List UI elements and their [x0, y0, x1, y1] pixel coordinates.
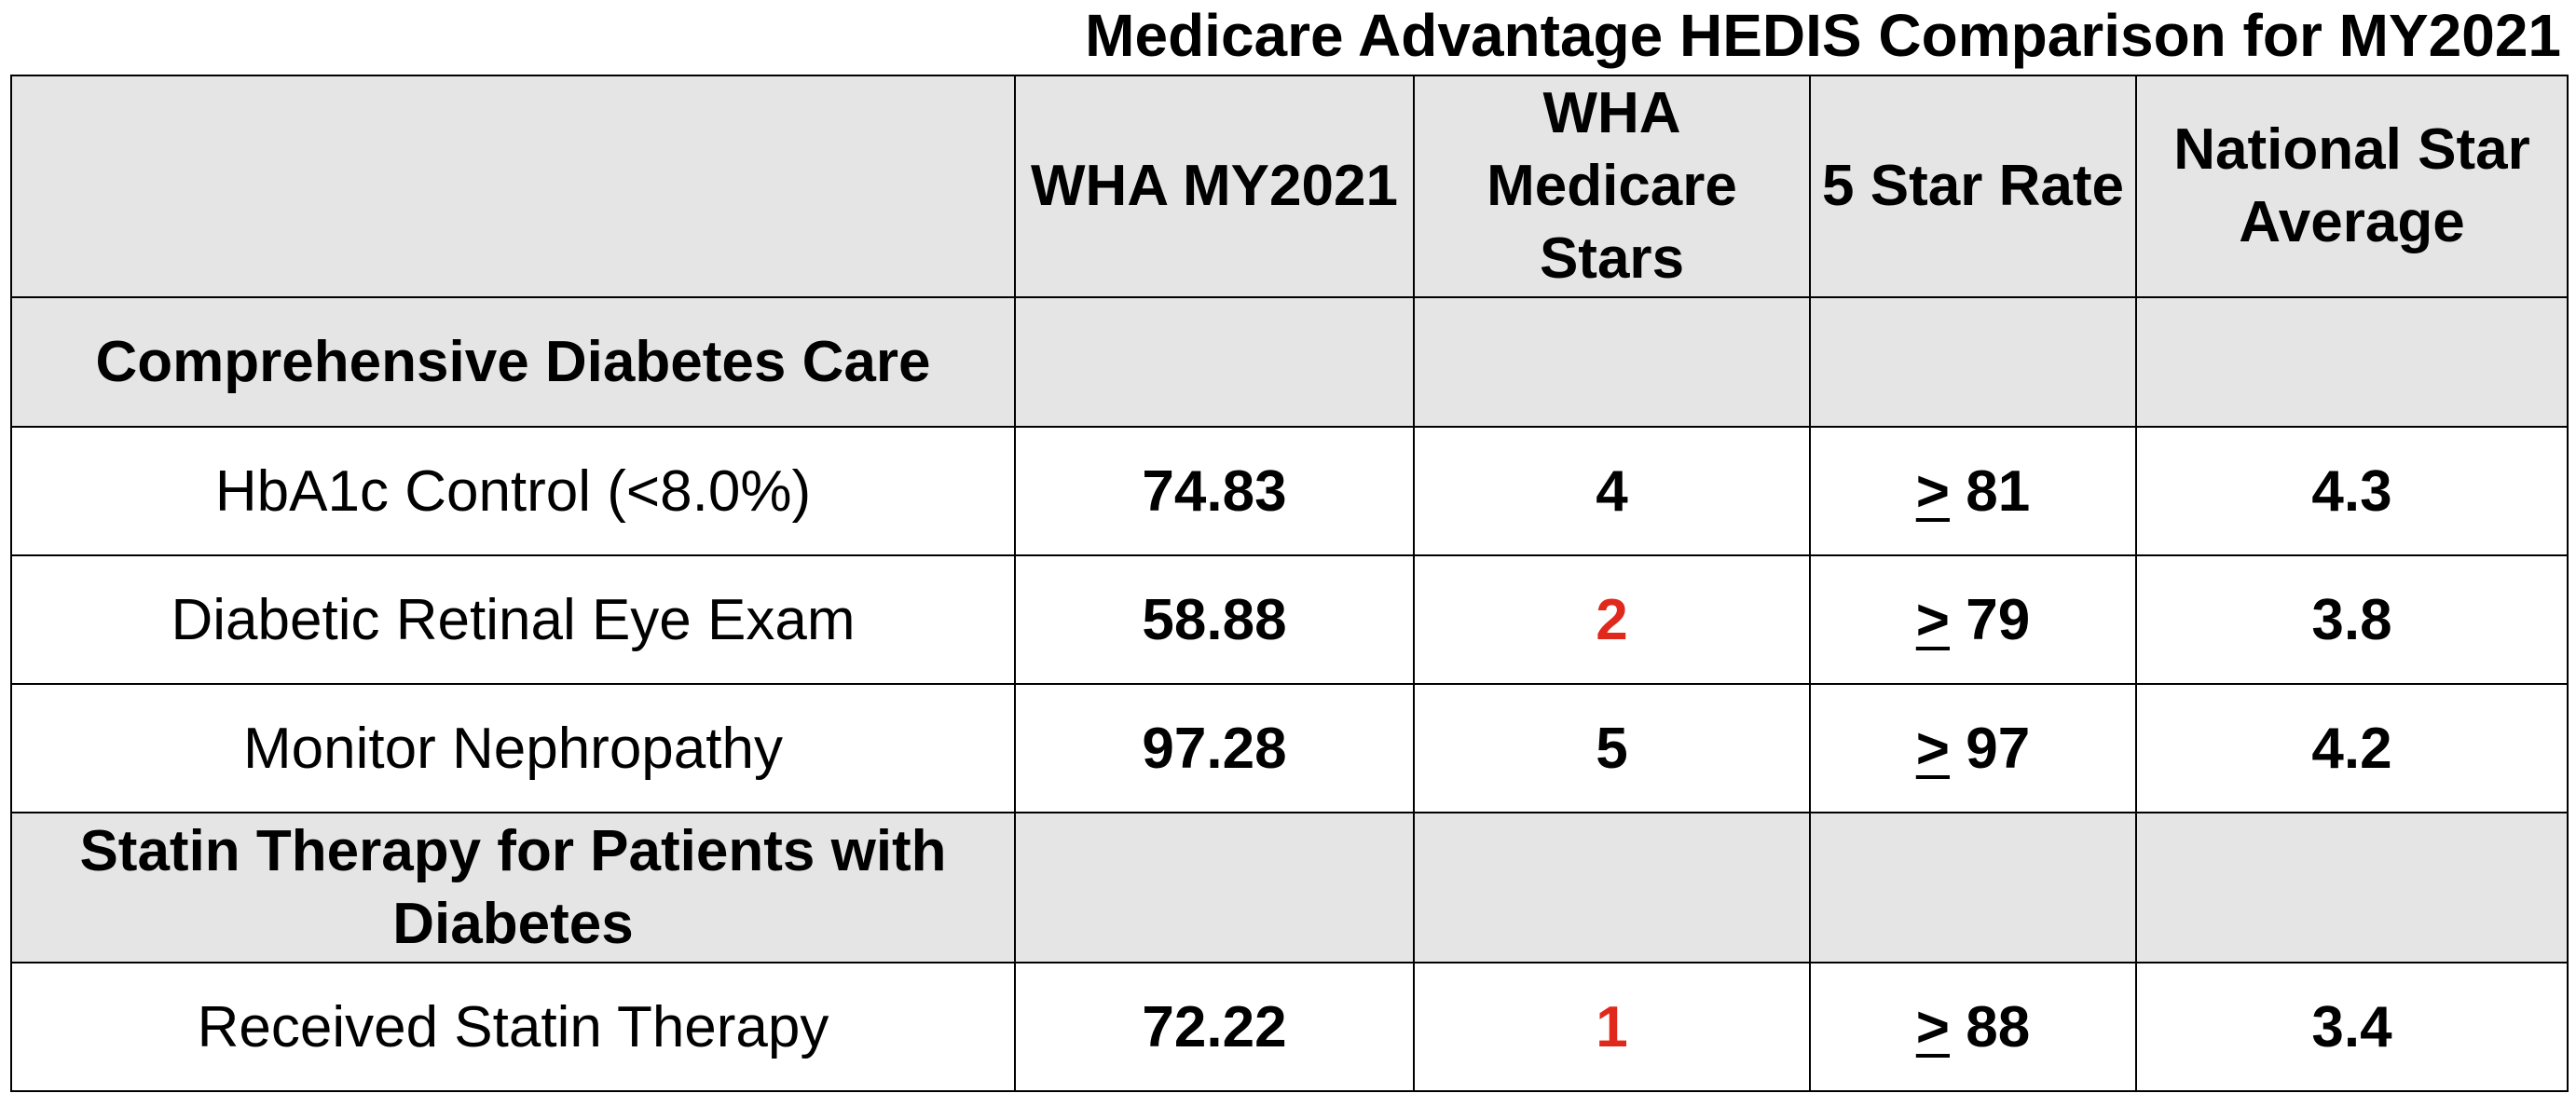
wha-my2021-cell: 72.22: [1014, 962, 1415, 1092]
stars-cell: 5: [1413, 683, 1811, 813]
table-row: HbA1c Control (<8.0%) 74.83 4 > 81 4.3: [10, 426, 2569, 556]
national-avg-cell: 3.4: [2135, 962, 2569, 1092]
threshold-value: 81: [1950, 458, 2031, 524]
ge-symbol: >: [1915, 716, 1950, 781]
five-star-rate-cell: > 97: [1809, 683, 2137, 813]
empty-cell: [1413, 296, 1811, 428]
stars-cell: 1: [1413, 962, 1811, 1092]
empty-cell: [1809, 812, 2137, 964]
ge-symbol: >: [1915, 994, 1950, 1059]
section-label: Comprehensive Diabetes Care: [10, 296, 1016, 428]
measure-cell: Diabetic Retinal Eye Exam: [10, 554, 1016, 685]
stars-cell: 2: [1413, 554, 1811, 685]
wha-my2021-cell: 58.88: [1014, 554, 1415, 685]
table-row: Diabetic Retinal Eye Exam 58.88 2 > 79 3…: [10, 554, 2569, 685]
empty-cell: [1413, 812, 1811, 964]
measure-cell: Monitor Nephropathy: [10, 683, 1016, 813]
empty-cell: [2135, 296, 2569, 428]
header-national-star-average: National Star Average: [2135, 75, 2569, 298]
threshold-value: 88: [1950, 994, 2031, 1059]
section-row: Comprehensive Diabetes Care: [10, 296, 2569, 428]
header-wha-my2021: WHA MY2021: [1014, 75, 1415, 298]
wha-my2021-cell: 74.83: [1014, 426, 1415, 556]
five-star-rate-cell: > 81: [1809, 426, 2137, 556]
empty-cell: [1014, 296, 1415, 428]
table-row: Monitor Nephropathy 97.28 5 > 97 4.2: [10, 683, 2569, 813]
header-measure: [10, 75, 1016, 298]
section-label: Statin Therapy for Patients with Diabete…: [10, 812, 1016, 964]
ge-symbol: >: [1915, 587, 1950, 652]
national-avg-cell: 4.2: [2135, 683, 2569, 813]
empty-cell: [2135, 812, 2569, 964]
empty-cell: [1014, 812, 1415, 964]
table-header-row: WHA MY2021 WHA Medicare Stars 5 Star Rat…: [10, 75, 2569, 298]
threshold-value: 79: [1950, 587, 2031, 652]
header-wha-medicare-stars: WHA Medicare Stars: [1413, 75, 1811, 298]
page-title: Medicare Advantage HEDIS Comparison for …: [1085, 2, 2561, 69]
measure-cell: Received Statin Therapy: [10, 962, 1016, 1092]
stars-cell: 4: [1413, 426, 1811, 556]
section-row: Statin Therapy for Patients with Diabete…: [10, 812, 2569, 964]
hedis-comparison-table: WHA MY2021 WHA Medicare Stars 5 Star Rat…: [10, 75, 2569, 1092]
header-5-star-rate: 5 Star Rate: [1809, 75, 2137, 298]
national-avg-cell: 3.8: [2135, 554, 2569, 685]
empty-cell: [1809, 296, 2137, 428]
table-row: Received Statin Therapy 72.22 1 > 88 3.4: [10, 962, 2569, 1092]
measure-cell: HbA1c Control (<8.0%): [10, 426, 1016, 556]
five-star-rate-cell: > 88: [1809, 962, 2137, 1092]
national-avg-cell: 4.3: [2135, 426, 2569, 556]
wha-my2021-cell: 97.28: [1014, 683, 1415, 813]
ge-symbol: >: [1915, 458, 1950, 524]
threshold-value: 97: [1950, 716, 2031, 781]
five-star-rate-cell: > 79: [1809, 554, 2137, 685]
